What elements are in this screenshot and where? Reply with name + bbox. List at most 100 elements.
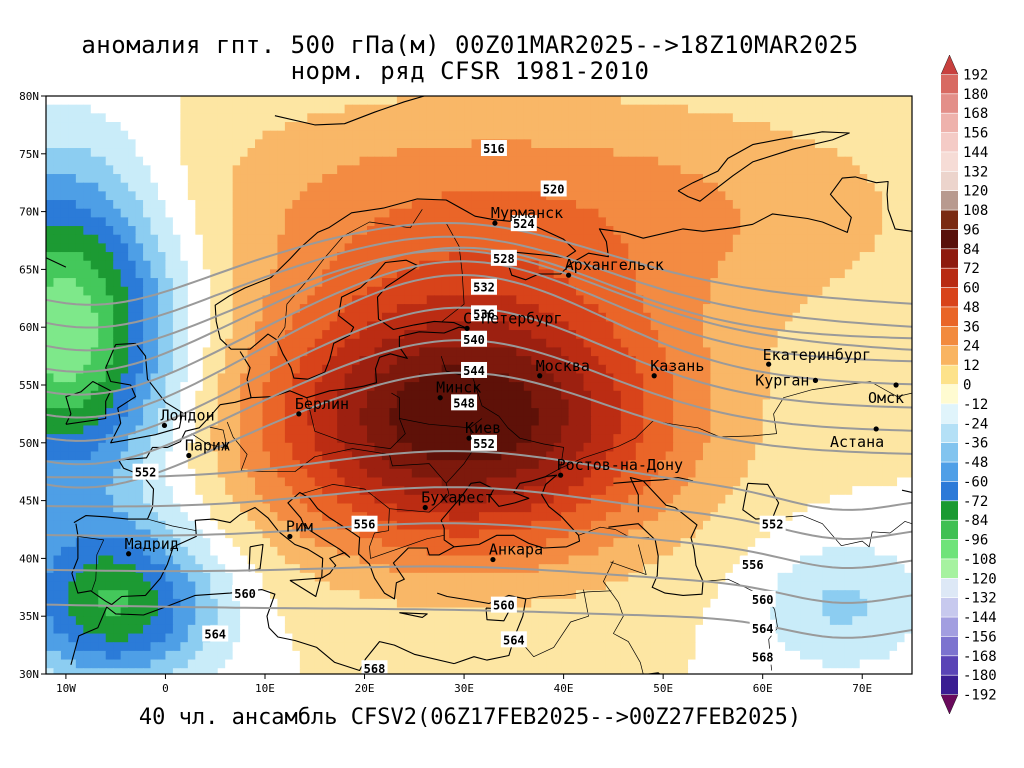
colorbar-segment bbox=[941, 365, 958, 385]
contour-label: 560 bbox=[490, 596, 517, 613]
colorbar-segment bbox=[941, 617, 958, 637]
y-tick-label: 75N bbox=[19, 148, 39, 161]
city-label: Ростов-на-Дону bbox=[557, 456, 683, 474]
contour-516 bbox=[46, 221, 912, 306]
contour-label: 540 bbox=[461, 330, 488, 347]
city-markers: Мурманск Архангельск С-Петербург Москва Каза… bbox=[125, 204, 904, 563]
contour-label: 528 bbox=[490, 249, 517, 266]
city-label: Омск bbox=[868, 389, 904, 407]
city-marker: Анкара bbox=[489, 541, 543, 563]
colorbar-label: -168 bbox=[963, 649, 997, 665]
colorbar-label: 0 bbox=[963, 378, 971, 394]
chart-subtitle: норм. ряд CFSR 1981-2010 bbox=[290, 57, 650, 85]
axis-ticks: 10W 0 10E 20E 30E 40E 50E 60E 70E 30N 35N 40N 45N 50N… bbox=[19, 90, 872, 695]
contour-label: 564 bbox=[749, 619, 776, 636]
contour-528 bbox=[46, 246, 912, 373]
colorbar-segment bbox=[941, 578, 958, 599]
y-tick-label: 70N bbox=[19, 206, 39, 219]
x-tick-label: 70E bbox=[852, 682, 872, 695]
contour-label: 568 bbox=[361, 660, 388, 677]
y-tick-label: 35N bbox=[19, 610, 39, 623]
colorbar-label: 48 bbox=[963, 300, 980, 316]
y-tick-label: 50N bbox=[19, 437, 39, 450]
contour-label: 552 bbox=[759, 515, 786, 532]
colorbar-label: 180 bbox=[963, 87, 988, 103]
city-dot bbox=[287, 533, 293, 540]
y-tick-label: 30N bbox=[19, 668, 39, 681]
colorbar-segment bbox=[941, 113, 958, 133]
colorbar-label: 24 bbox=[963, 339, 980, 355]
city-dot bbox=[422, 504, 428, 511]
city-label: Екатеринбург bbox=[763, 346, 871, 364]
city-marker: Астана bbox=[830, 426, 884, 451]
colorbar-segment bbox=[941, 636, 958, 657]
colorbar-top-arrow bbox=[940, 54, 959, 75]
contour-label: 552 bbox=[470, 434, 497, 451]
x-tick-label: 40E bbox=[554, 682, 574, 695]
x-tick-label: 30E bbox=[454, 682, 474, 695]
city-dot bbox=[873, 426, 879, 432]
city-dot bbox=[893, 382, 899, 388]
contour-label: 520 bbox=[540, 180, 567, 197]
city-label: Бухарест bbox=[421, 489, 493, 507]
city-marker: Екатеринбург bbox=[763, 346, 871, 367]
colorbar-label: 96 bbox=[963, 222, 980, 238]
city-marker: Архангельск bbox=[565, 256, 664, 278]
city-dot bbox=[565, 272, 572, 278]
city-dot bbox=[161, 422, 168, 429]
colorbar-segment bbox=[941, 171, 958, 191]
colorbar-label: 120 bbox=[963, 184, 988, 200]
colorbar-segment bbox=[941, 132, 958, 153]
city-marker: Париж bbox=[185, 437, 230, 459]
city-dot bbox=[466, 435, 472, 441]
city-dot bbox=[766, 361, 772, 367]
city-marker: Берлин bbox=[295, 395, 349, 417]
contour-label: 516 bbox=[480, 140, 507, 157]
x-tick-label: 0 bbox=[162, 682, 169, 695]
contour-label: 560 bbox=[749, 590, 776, 607]
city-marker: Рим bbox=[286, 517, 313, 540]
coastlines bbox=[46, 96, 912, 674]
colorbar-label: 60 bbox=[963, 281, 980, 297]
colorbar-segment bbox=[941, 462, 958, 482]
colorbar-segment bbox=[941, 326, 958, 347]
colorbar-label: -120 bbox=[963, 571, 997, 587]
city-marker: Омск bbox=[868, 382, 904, 407]
contour-label: 532 bbox=[470, 278, 497, 295]
colorbar-segment bbox=[941, 287, 958, 308]
colorbar-label: 108 bbox=[963, 203, 988, 219]
contour-536 bbox=[46, 273, 912, 419]
city-label: Курган bbox=[755, 371, 809, 389]
y-tick-label: 55N bbox=[19, 379, 39, 392]
x-tick-label: 60E bbox=[753, 682, 773, 695]
contour-label: 548 bbox=[451, 394, 478, 411]
colorbar-label: -96 bbox=[963, 533, 988, 549]
colorbar-label: 144 bbox=[963, 145, 988, 161]
colorbar-segment bbox=[941, 442, 958, 463]
city-marker: Казань bbox=[650, 357, 704, 379]
colorbar-segment bbox=[941, 151, 958, 172]
city-label: С-Петербург bbox=[463, 309, 562, 327]
city-label: Анкара bbox=[489, 541, 543, 559]
city-marker: Мурманск bbox=[491, 204, 563, 226]
city-marker: Москва bbox=[536, 357, 590, 379]
colorbar-segment bbox=[941, 539, 958, 560]
ensemble-footer: 40 чл. ансамбль CFSV2(06Z17FEB2025-->00Z… bbox=[138, 705, 802, 730]
contour-label: 536 bbox=[470, 305, 497, 322]
colorbar-label: -144 bbox=[963, 610, 997, 626]
contour-label: 564 bbox=[500, 631, 527, 648]
city-marker: Лондон bbox=[160, 406, 215, 429]
city-dot bbox=[537, 373, 543, 379]
city-marker: Минск bbox=[436, 379, 481, 401]
city-label: Мадрид bbox=[125, 535, 179, 553]
colorbar-segment bbox=[941, 384, 958, 405]
colorbar-label: -108 bbox=[963, 552, 997, 568]
colorbar-segment bbox=[941, 423, 958, 443]
x-tick-label: 10W bbox=[56, 682, 76, 695]
city-dot bbox=[126, 551, 132, 557]
city-label: Минск bbox=[436, 379, 481, 397]
city-label: Астана bbox=[830, 433, 884, 451]
